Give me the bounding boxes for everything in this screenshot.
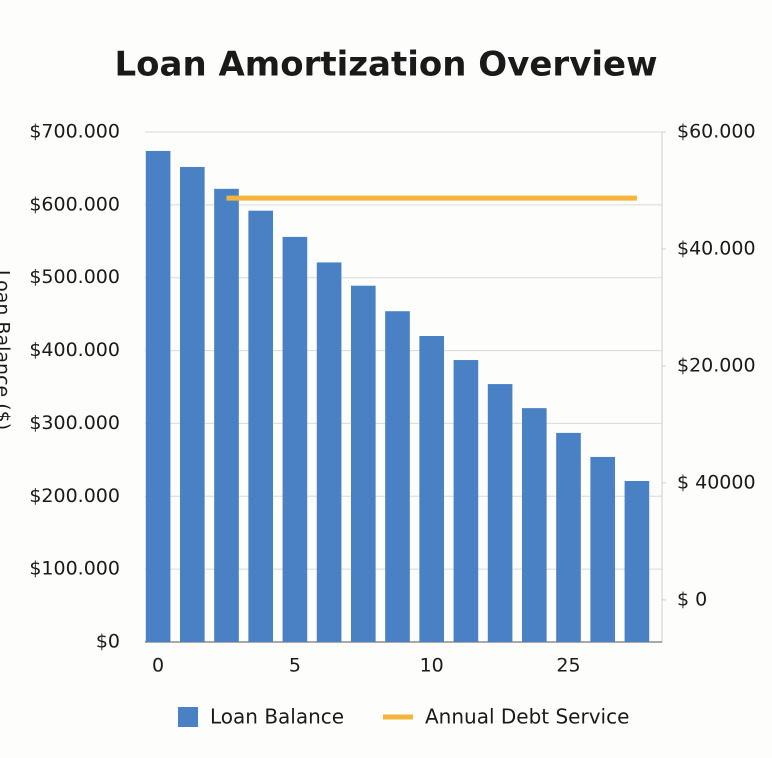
bar (419, 336, 445, 642)
bar (624, 480, 650, 642)
y2-tick-label: $60.000 (677, 121, 756, 143)
bar (453, 360, 479, 642)
x-tick-label: 25 (556, 655, 580, 677)
bar (179, 166, 205, 642)
bar (556, 432, 581, 642)
bar (590, 456, 616, 642)
y2-tick-label: $40.000 (677, 237, 756, 259)
y2-tick-label: $ 40000 (677, 471, 756, 493)
y-tick-label: $700.000 (29, 121, 120, 143)
y2-tick-label: $ 0 (677, 588, 707, 610)
x-tick-label: 5 (289, 655, 301, 677)
y-tick-label: $200.000 (29, 485, 120, 507)
legend-label: Loan Balance (210, 705, 344, 729)
y-tick-label: $300.000 (29, 412, 120, 434)
bar (316, 262, 342, 642)
bar (282, 236, 308, 642)
chart-title: Loan Amortization Overview (114, 45, 657, 85)
bar (350, 285, 376, 642)
bar (385, 311, 410, 642)
x-tick-label: 0 (152, 655, 164, 677)
y-tick-label: $500.000 (29, 266, 120, 288)
y-tick-label: $100.000 (29, 558, 120, 580)
y-axis-label: Loan Balance ($) (0, 270, 14, 430)
y-tick-label: $400.000 (29, 339, 120, 361)
bar (145, 150, 171, 642)
bar (248, 210, 274, 642)
y2-tick-label: $20.000 (677, 354, 756, 376)
legend-swatch (178, 707, 198, 727)
y-tick-label: $0 (96, 631, 120, 653)
x-tick-label: 10 (420, 655, 444, 677)
bar (521, 408, 547, 642)
y-tick-label: $600.000 (29, 193, 120, 215)
bar (214, 188, 239, 643)
bar (487, 384, 513, 642)
legend-label: Annual Debt Service (425, 705, 629, 729)
